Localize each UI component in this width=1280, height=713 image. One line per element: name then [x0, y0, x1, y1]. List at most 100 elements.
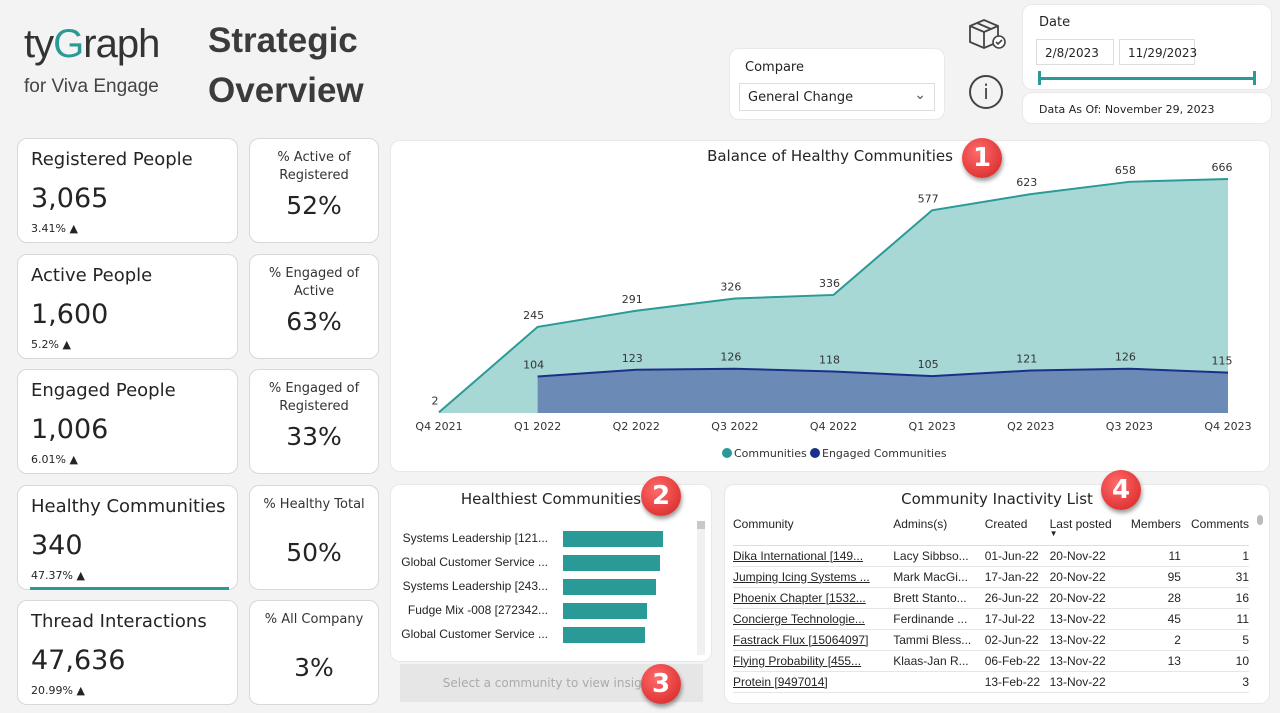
column-header[interactable]: Members: [1122, 511, 1181, 546]
cell[interactable]: Flying Probability [455...: [733, 650, 894, 672]
line-communities: [438, 178, 1229, 414]
pct-card: % All Company 3%: [249, 600, 379, 705]
logo-g: G: [53, 22, 84, 66]
community-link[interactable]: Fastrack Flux [15064097]: [733, 632, 869, 647]
inactivity-table: Community Admins(s) Created Last posted ▼ Mem…: [733, 511, 1249, 693]
logo-subtitle: for Viva Engage: [24, 76, 159, 97]
column-label: Admins(s): [893, 517, 948, 531]
kpi-card[interactable]: Registered People 3,065 3.41% ▲: [17, 138, 238, 243]
table-row[interactable]: Jumping Icing Systems ... Mark MacGi... 17…: [733, 566, 1249, 588]
x-tick-label: Q4 2022: [810, 420, 857, 433]
column-header[interactable]: Created: [984, 511, 1050, 546]
cell[interactable]: Concierge Technologie...: [733, 608, 894, 630]
data-label: 123: [622, 352, 643, 365]
bar[interactable]: [563, 603, 647, 619]
data-label: 245: [523, 309, 544, 322]
pct-value: 63%: [286, 306, 342, 336]
kpi-label: Thread Interactions: [31, 611, 207, 632]
date-slider-track[interactable]: [1039, 77, 1255, 80]
kpi-delta: 3.41% ▲: [31, 222, 78, 235]
cell: 20-Nov-22: [1049, 566, 1123, 588]
bar[interactable]: [563, 555, 660, 571]
kpi-card[interactable]: Engaged People 1,006 6.01% ▲: [17, 369, 238, 474]
logo: tyGraph: [24, 22, 160, 67]
callout-badge: 3: [641, 664, 681, 704]
pct-label: % Active of Registered: [277, 150, 351, 183]
data-as-of-text: Data As Of: November 29, 2023: [1039, 103, 1215, 116]
column-label: Comments: [1190, 517, 1249, 531]
kpi-card[interactable]: Active People 1,600 5.2% ▲: [17, 253, 238, 359]
compare-dropdown[interactable]: General Change ⌄: [739, 83, 935, 111]
community-link[interactable]: Dika International [149...: [733, 548, 864, 563]
cell[interactable]: Phoenix Chapter [1532...: [733, 587, 894, 609]
cell[interactable]: Protein [9497014]: [733, 671, 894, 693]
table-row[interactable]: Phoenix Chapter [1532... Brett Stanto... 2…: [733, 587, 1249, 609]
kpi-delta: 6.01% ▲: [31, 453, 78, 466]
data-label: 326: [720, 280, 741, 293]
table-row[interactable]: Concierge Technologie... Ferdinande ... 17…: [733, 608, 1249, 630]
bar[interactable]: [563, 531, 663, 547]
area-chart: 2 245 291 326 336 577 623 658 666 104 123 126 118 105…: [415, 161, 1251, 460]
column-header[interactable]: Community: [733, 511, 894, 546]
callout-badge: 4: [1101, 470, 1141, 510]
column-header[interactable]: Comments: [1180, 511, 1249, 546]
cell: 13-Nov-22: [1049, 629, 1123, 651]
kpi-delta: 5.2% ▲: [31, 337, 71, 351]
compare-label: Compare: [745, 60, 804, 75]
info-icon[interactable]: i: [969, 75, 1003, 109]
cell: 13-Nov-22: [1049, 671, 1123, 693]
date-slicer: Date 2/8/2023 11/29/2023: [1022, 4, 1272, 90]
table-header: Community Admins(s) Created Last posted ▼ Mem…: [733, 511, 1249, 546]
kpi-value: 340: [31, 529, 83, 561]
legend-label[interactable]: Engaged Communities: [822, 447, 947, 460]
inactivity-table-wrap: Community Admins(s) Created Last posted ▼ Mem…: [733, 511, 1249, 699]
kpi-label: Active People: [31, 264, 153, 286]
cell: 2: [1122, 629, 1181, 651]
community-link[interactable]: Phoenix Chapter [1532...: [733, 590, 866, 605]
data-label: 666: [1212, 161, 1233, 174]
table-row[interactable]: Dika International [149... Lacy Sibbso...…: [733, 545, 1249, 567]
kpi-card[interactable]: Thread Interactions 47,636 20.99% ▲: [17, 600, 238, 705]
date-label: Date: [1039, 15, 1071, 30]
table-row[interactable]: Flying Probability [455... Klaas-Jan R...…: [733, 650, 1249, 672]
community-link[interactable]: Protein [9497014]: [733, 674, 828, 689]
scrollbar[interactable]: [697, 521, 705, 655]
community-link[interactable]: Concierge Technologie...: [733, 611, 865, 626]
chevron-down-icon: ⌄: [914, 87, 926, 103]
column-header[interactable]: Admins(s): [893, 511, 985, 546]
pct-label: % All Company: [264, 612, 364, 627]
scrollbar[interactable]: [1257, 515, 1263, 525]
kpi-delta: 47.37% ▲: [31, 568, 85, 582]
table-row[interactable]: Protein [9497014] 13-Feb-22 13-Nov-22 3: [733, 671, 1249, 693]
logo-text: ty: [24, 22, 54, 66]
area-communities: [439, 179, 1228, 413]
cell[interactable]: Jumping Icing Systems ...: [733, 566, 894, 588]
date-end-input[interactable]: 11/29/2023: [1119, 39, 1197, 65]
cell: 13: [1122, 650, 1181, 672]
data-label: 121: [1016, 352, 1037, 365]
cell: 1: [1180, 545, 1249, 567]
bar[interactable]: [563, 579, 656, 595]
legend-label[interactable]: Communities: [734, 447, 807, 460]
sort-desc-icon: ▼: [1049, 529, 1058, 538]
cell: Mark MacGi...: [893, 566, 985, 588]
kpi-delta: 20.99% ▲: [31, 684, 85, 697]
community-link[interactable]: Flying Probability [455...: [733, 653, 862, 668]
cell[interactable]: Dika International [149...: [733, 545, 894, 567]
balance-chart-card: Balance of Healthy Communities 2 245 291 32…: [390, 140, 1270, 472]
cell: 17-Jan-22: [984, 566, 1050, 588]
bar[interactable]: [563, 627, 645, 643]
area-engaged-communities: [537, 368, 1228, 413]
date-slider-start-handle[interactable]: [1038, 71, 1041, 85]
cell: Klaas-Jan R...: [893, 650, 985, 672]
table-row[interactable]: Fastrack Flux [15064097] Tammi Bless... 02…: [733, 629, 1249, 651]
community-link[interactable]: Jumping Icing Systems ...: [733, 569, 870, 584]
package-check-icon[interactable]: [966, 16, 1008, 52]
pct-card: % Engaged of Active 63%: [249, 253, 379, 359]
date-slider-end-handle[interactable]: [1253, 71, 1256, 85]
bar-label: Global Customer Service ...: [401, 555, 548, 569]
cell[interactable]: Fastrack Flux [15064097]: [733, 629, 894, 651]
date-start-input[interactable]: 2/8/2023: [1036, 39, 1114, 65]
kpi-card[interactable]: Healthy Communities 340 47.37% ▲: [17, 484, 238, 590]
column-header[interactable]: Last posted ▼: [1049, 511, 1123, 546]
